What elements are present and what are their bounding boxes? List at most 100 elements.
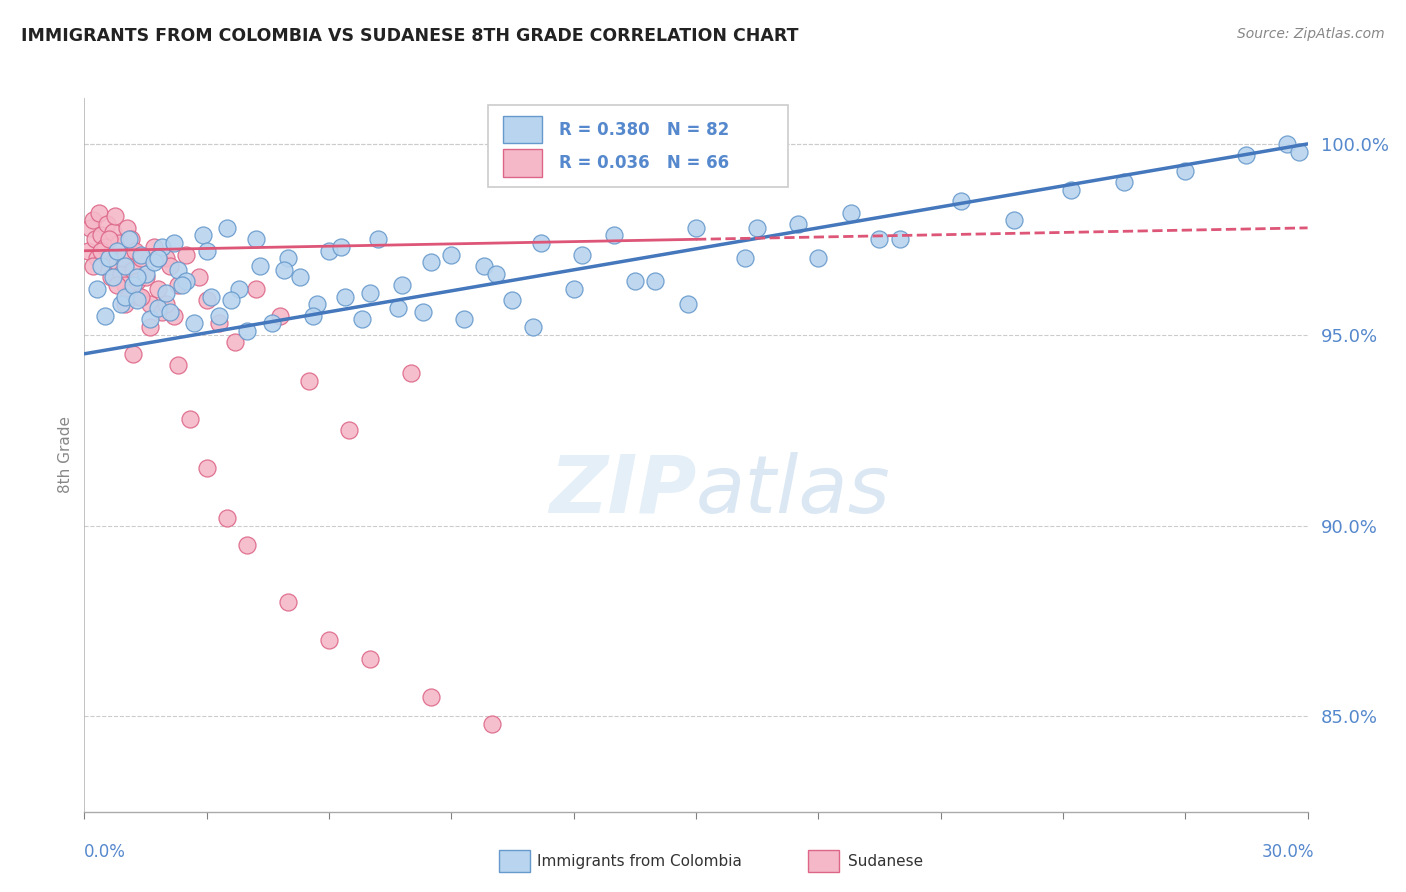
Point (131, 247, 153, 261)
Point (217, 511, 239, 525)
Point (87, 205, 110, 219)
Point (97, 232, 120, 246)
Point (135, 270, 157, 285)
Point (1288, 145, 1310, 159)
Point (412, 305, 434, 319)
Point (839, 205, 862, 219)
Point (950, 194, 973, 209)
Point (359, 652, 381, 666)
Point (277, 252, 299, 266)
Point (387, 301, 409, 315)
Point (82, 259, 104, 273)
Point (146, 252, 169, 266)
Text: Source: ZipAtlas.com: Source: ZipAtlas.com (1237, 27, 1385, 41)
Point (159, 259, 181, 273)
Point (163, 309, 186, 323)
Point (105, 244, 128, 258)
Point (571, 247, 593, 261)
Point (305, 297, 328, 311)
Point (1174, 163, 1197, 178)
Point (183, 316, 205, 330)
Point (146, 301, 169, 315)
Point (1060, 183, 1083, 197)
Point (101, 270, 124, 285)
Point (522, 320, 544, 334)
Point (260, 316, 283, 330)
Point (93, 309, 115, 323)
Point (155, 285, 177, 300)
Point (603, 228, 626, 243)
Point (562, 282, 585, 296)
Point (195, 293, 218, 308)
Text: R = 0.380   N = 82: R = 0.380 N = 82 (560, 120, 730, 138)
Point (131, 252, 153, 266)
Point (224, 335, 246, 350)
Point (77, 244, 100, 258)
Point (174, 274, 197, 288)
Point (131, 289, 153, 303)
Point (219, 293, 242, 308)
Text: Immigrants from Colombia: Immigrants from Colombia (537, 855, 742, 869)
Point (101, 225, 124, 239)
Point (485, 267, 508, 281)
Point (155, 252, 177, 266)
Point (93, 240, 115, 254)
Point (391, 278, 413, 293)
Point (97, 247, 120, 261)
Point (82, 213, 104, 227)
Text: R = 0.036   N = 66: R = 0.036 N = 66 (560, 154, 730, 172)
Point (191, 228, 214, 243)
Point (889, 232, 911, 246)
Point (301, 309, 323, 323)
Point (734, 252, 756, 266)
Point (108, 236, 131, 251)
Point (127, 274, 149, 288)
Point (339, 423, 360, 437)
Point (1277, 136, 1299, 151)
Point (298, 374, 321, 388)
Y-axis label: 8th Grade: 8th Grade (58, 417, 73, 493)
Text: 0.0%: 0.0% (84, 843, 127, 861)
Point (501, 293, 523, 308)
Point (135, 267, 157, 281)
Point (86, 252, 108, 266)
Point (1234, 148, 1257, 162)
Point (236, 538, 259, 552)
Point (138, 312, 160, 326)
Point (179, 411, 201, 425)
Point (138, 320, 160, 334)
Point (159, 305, 181, 319)
Point (150, 305, 173, 319)
Point (115, 220, 138, 235)
Point (122, 263, 145, 277)
Point (217, 220, 239, 235)
Point (100, 270, 122, 285)
Text: IMMIGRANTS FROM COLOMBIA VS SUDANESE 8TH GRADE CORRELATION CHART: IMMIGRANTS FROM COLOMBIA VS SUDANESE 8TH… (21, 27, 799, 45)
Point (676, 297, 699, 311)
Point (122, 347, 145, 361)
Point (335, 289, 357, 303)
Point (146, 252, 169, 266)
Point (122, 278, 145, 293)
Point (163, 236, 186, 251)
Point (644, 274, 666, 288)
Point (245, 282, 267, 296)
Point (96, 217, 118, 231)
Text: atlas: atlas (696, 451, 891, 530)
Point (112, 252, 135, 266)
Point (146, 282, 169, 296)
Point (97, 252, 120, 266)
Point (86, 282, 108, 296)
Point (787, 217, 810, 231)
FancyBboxPatch shape (503, 116, 541, 143)
Point (128, 289, 150, 303)
Point (105, 255, 128, 269)
Point (114, 297, 136, 311)
Point (472, 259, 495, 273)
Point (685, 220, 707, 235)
Point (330, 240, 353, 254)
Point (172, 278, 194, 293)
Point (114, 278, 136, 293)
Text: Sudanese: Sudanese (848, 855, 922, 869)
Point (624, 274, 647, 288)
